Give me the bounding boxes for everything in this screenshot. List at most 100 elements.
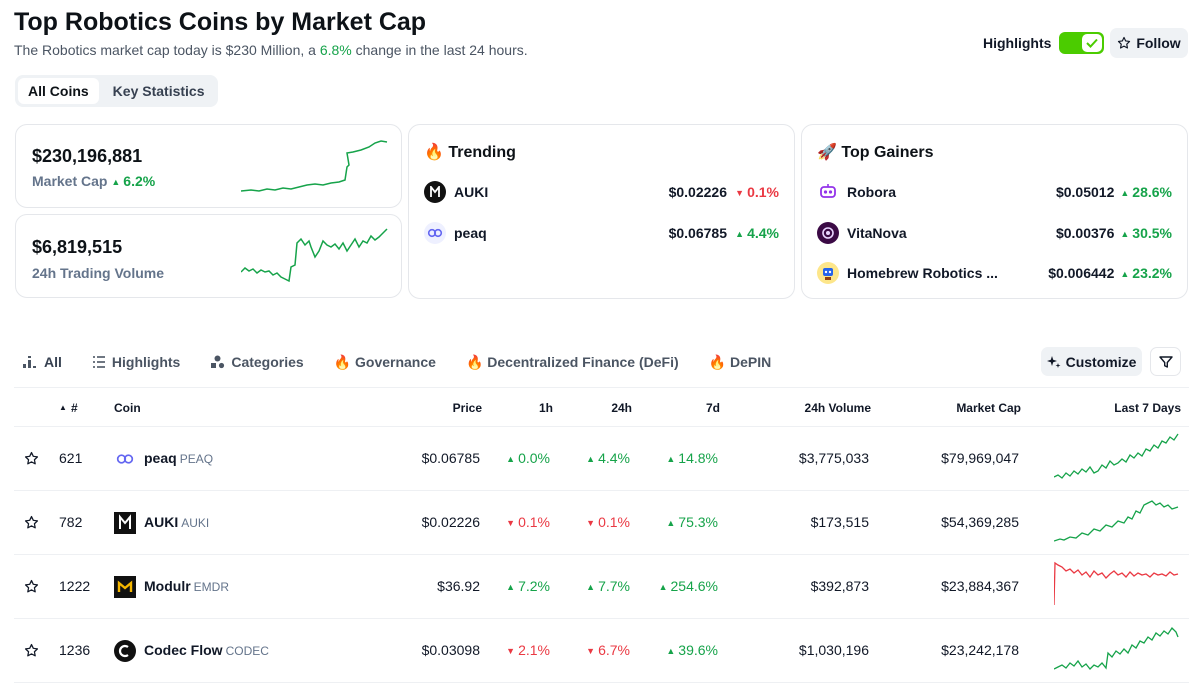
row-7d: 14.8% xyxy=(666,450,718,466)
row-volume: $1,030,196 xyxy=(798,642,869,658)
highlights-label: Highlights xyxy=(983,35,1052,51)
tab-label: 🔥 Decentralized Finance (DeFi) xyxy=(465,353,679,370)
sparkle-icon xyxy=(1046,355,1061,368)
gainer-item-homebrew-robotics[interactable]: Homebrew Robotics ... $0.006442 23.2% xyxy=(817,261,1172,285)
star-icon[interactable] xyxy=(24,643,39,658)
auki-logo-icon xyxy=(424,181,446,203)
tab-label: 🔥 Governance xyxy=(333,353,436,370)
row-volume: $3,775,033 xyxy=(798,450,869,466)
gainer-name: VitaNova xyxy=(847,225,907,241)
homebrew-robotics-logo-icon xyxy=(817,262,839,284)
tab-depin[interactable]: 🔥 DePIN xyxy=(709,350,772,374)
gainer-price: $0.05012 xyxy=(1055,184,1115,200)
tab-label: All xyxy=(44,354,62,370)
tab-highlights[interactable]: Highlights xyxy=(92,350,180,374)
row-price: $0.03098 xyxy=(421,642,480,658)
star-icon[interactable] xyxy=(24,579,39,594)
star-icon[interactable] xyxy=(24,515,39,530)
volume-card: $6,819,515 24h Trading Volume xyxy=(15,214,402,298)
gainer-item-robora[interactable]: Robora $0.05012 28.6% xyxy=(817,180,1172,204)
col-market-cap[interactable]: Market Cap xyxy=(956,401,1021,415)
top-gainers-title: 🚀 Top Gainers xyxy=(817,144,934,161)
row-coin[interactable]: AUKI AUKI xyxy=(144,514,210,530)
row-sparkline xyxy=(1054,561,1179,606)
row-volume: $173,515 xyxy=(810,514,869,530)
check-icon xyxy=(1082,34,1103,52)
bar-chart-icon xyxy=(23,356,36,368)
list-icon xyxy=(92,356,105,368)
top-gainers-card: 🚀 Top Gainers Robora $0.05012 28.6% Vita… xyxy=(801,124,1188,299)
trending-price: $0.02226 xyxy=(668,184,727,200)
gainer-change: 28.6% xyxy=(1120,184,1172,200)
market-cap-value: $230,196,881 xyxy=(32,146,143,166)
volume-label: 24h Trading Volume xyxy=(32,265,164,281)
col-volume[interactable]: 24h Volume xyxy=(804,401,871,415)
trending-item-peaq[interactable]: peaq $0.06785 4.4% xyxy=(424,221,779,245)
row-volume: $392,873 xyxy=(810,578,869,594)
sort-asc-icon[interactable]: ▲ xyxy=(59,403,67,412)
gainer-name: Homebrew Robotics ... xyxy=(847,265,998,281)
trending-item-auki[interactable]: AUKI $0.02226 0.1% xyxy=(424,180,779,204)
row-24h: 6.7% xyxy=(586,642,630,658)
col-1h[interactable]: 1h xyxy=(538,401,553,415)
trending-name: AUKI xyxy=(454,184,489,200)
row-1h: 0.1% xyxy=(506,514,550,530)
category-tabs: All Highlights Categories 🔥 Governance 🔥… xyxy=(22,350,801,374)
trending-card: 🔥 Trending AUKI $0.02226 0.1% peaq $0.06… xyxy=(408,124,795,299)
trending-title: 🔥 Trending xyxy=(424,144,516,161)
trending-change: 4.4% xyxy=(733,225,779,241)
row-coin[interactable]: Codec Flow CODEC xyxy=(144,642,269,658)
view-switcher: All Coins Key Statistics xyxy=(15,75,218,107)
row-1h: 2.1% xyxy=(506,642,550,658)
follow-button[interactable]: Follow xyxy=(1110,28,1188,58)
row-rank: 782 xyxy=(59,514,83,530)
gainer-item-vitanova[interactable]: VitaNova $0.00376 30.5% xyxy=(817,221,1172,245)
row-7d: 75.3% xyxy=(666,514,718,530)
trending-name: peaq xyxy=(454,225,487,241)
highlights-toggle[interactable] xyxy=(1059,32,1105,54)
codec-flow-logo-icon xyxy=(114,640,136,662)
peaq-logo-icon xyxy=(116,454,134,464)
highlights-toggle-group: Highlights xyxy=(983,32,1105,54)
tab-all[interactable]: All xyxy=(22,350,62,374)
row-24h: 0.1% xyxy=(586,514,630,530)
col-24h[interactable]: 24h xyxy=(611,401,632,415)
market-cap-change: 6.2% xyxy=(111,173,155,189)
star-icon xyxy=(1118,36,1131,49)
row-rank: 1236 xyxy=(59,642,91,658)
tab-categories[interactable]: Categories xyxy=(210,350,304,374)
row-market-cap: $23,242,178 xyxy=(941,642,1019,658)
star-icon[interactable] xyxy=(24,451,39,466)
row-price: $36.92 xyxy=(437,578,480,594)
trending-price: $0.06785 xyxy=(668,225,727,241)
vitanova-logo-icon xyxy=(817,222,839,244)
row-sparkline xyxy=(1054,626,1179,670)
row-1h: 0.0% xyxy=(506,450,550,466)
tab-all-coins[interactable]: All Coins xyxy=(18,78,99,104)
row-coin[interactable]: Modulr EMDR xyxy=(144,578,229,594)
filter-button[interactable] xyxy=(1150,347,1181,376)
peaq-logo-icon xyxy=(424,222,446,244)
market-cap-card: $230,196,881 Market Cap 6.2% xyxy=(15,124,402,208)
tab-key-statistics[interactable]: Key Statistics xyxy=(112,83,205,99)
col-rank[interactable]: # xyxy=(71,401,78,415)
col-coin[interactable]: Coin xyxy=(114,401,141,415)
col-price[interactable]: Price xyxy=(452,401,482,415)
tab-label: Highlights xyxy=(111,354,181,370)
tab-governance[interactable]: 🔥 Governance xyxy=(334,350,436,374)
customize-button[interactable]: Customize xyxy=(1041,347,1142,376)
row-coin[interactable]: peaq PEAQ xyxy=(144,450,214,466)
volume-sparkline xyxy=(241,228,388,283)
market-cap-label: Market Cap 6.2% xyxy=(32,173,155,189)
modulr-logo-icon xyxy=(114,576,136,598)
tab-defi[interactable]: 🔥 Decentralized Finance (DeFi) xyxy=(466,350,679,374)
tab-label: Categories xyxy=(231,354,304,370)
row-market-cap: $79,969,047 xyxy=(941,450,1019,466)
gainer-name: Robora xyxy=(847,184,896,200)
col-7d[interactable]: 7d xyxy=(705,401,720,415)
gainer-price: $0.00376 xyxy=(1055,225,1115,241)
